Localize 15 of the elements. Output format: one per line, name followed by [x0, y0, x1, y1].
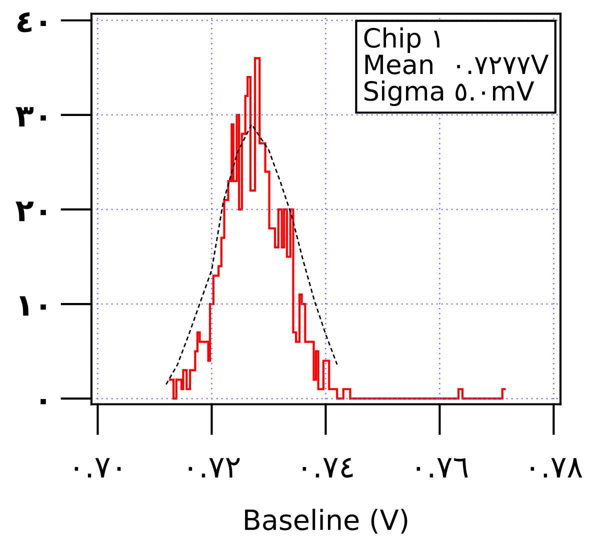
x-tick-label: ٠.٧٠ [74, 458, 121, 478]
line-series [165, 124, 338, 386]
annotation: Mean ٠.٧٢٧٧V [365, 54, 549, 74]
y-tick-label: ١٠ [20, 296, 46, 316]
annotation: Chip ١ [364, 27, 440, 53]
x-tick-label: ٠.٧٨ [530, 458, 582, 478]
y-tick-label: ٣٠ [16, 107, 46, 127]
x-tick-label: ٠.٧٢ [188, 458, 240, 478]
y-tick-label: ٢٠ [16, 202, 46, 222]
x-axis-title: Baseline (V) [245, 508, 408, 534]
y-tick-label: ٠ [40, 398, 46, 404]
x-tick-label: ٠.٧٤ [302, 458, 353, 478]
annotation: Sigma ٥.٠mV [364, 80, 534, 106]
x-tick-label: ٠.٧٦ [416, 458, 468, 478]
y-tick-label: ٤٠ [18, 12, 46, 32]
